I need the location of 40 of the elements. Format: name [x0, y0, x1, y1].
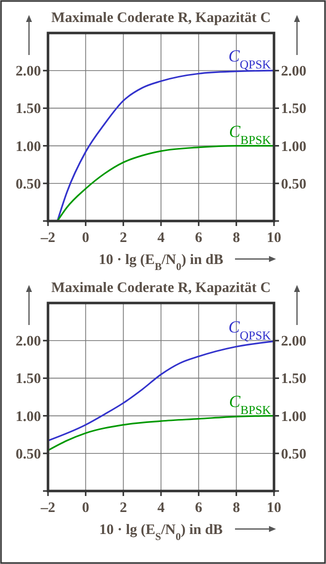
x-tick-label: 6	[195, 500, 202, 516]
y2-tick-label: 1.50	[281, 101, 306, 118]
series-label: C$_{BPSK}$	[229, 122, 272, 147]
y2-tick-label: 0.50	[281, 446, 306, 462]
y-tick-label: 0.50	[16, 446, 41, 462]
x-tick-label: –2	[40, 500, 56, 516]
x-tick-label: 4	[157, 230, 165, 246]
x-tick-label: 2	[120, 230, 127, 246]
x-tick-label: 10	[266, 230, 282, 246]
line-series	[56, 70, 275, 222]
line-series	[47, 415, 275, 452]
y2-tick-label: 2.00	[281, 64, 306, 80]
series-label: C$_{BPSK}$	[229, 392, 272, 417]
y-tick-label: 1.00	[16, 138, 41, 155]
x-axis-title: 10 · lg (E$_{B}$/N$_{0}$) in dB	[98, 252, 224, 272]
y2-tick-label: 1.00	[281, 138, 306, 155]
chart-title: Maximale Coderate R, Kapazität C	[51, 10, 271, 26]
y-tick-label: 1.00	[16, 408, 41, 425]
x-tick-label: 0	[82, 500, 90, 516]
y-tick-label: 1.50	[16, 101, 41, 118]
x-tick-label: 0	[82, 230, 90, 246]
y-tick-label: 1.50	[16, 371, 41, 388]
y-tick-label: 0.50	[16, 176, 41, 192]
x-tick-label: 6	[195, 230, 202, 246]
x-tick-label: –2	[40, 230, 56, 246]
x-axis-title: 10 · lg (E$_{S}$/N$_{0}$) in dB	[99, 522, 224, 542]
y2-tick-label: 1.00	[281, 408, 306, 425]
y-tick-label: 2.00	[16, 334, 41, 350]
x-tick-label: 4	[157, 500, 165, 516]
y-tick-label: 2.00	[16, 64, 41, 80]
y2-tick-label: 1.50	[281, 371, 306, 388]
line-series	[47, 340, 275, 442]
x-tick-label: 8	[232, 500, 240, 516]
y2-tick-label: 0.50	[281, 176, 306, 192]
y2-tick-label: 2.00	[281, 334, 306, 350]
line-series	[56, 145, 275, 222]
x-tick-label: 8	[232, 230, 240, 246]
x-tick-label: 2	[120, 500, 127, 516]
x-tick-label: 10	[266, 500, 282, 516]
chart-title: Maximale Coderate R, Kapazität C	[51, 280, 271, 296]
